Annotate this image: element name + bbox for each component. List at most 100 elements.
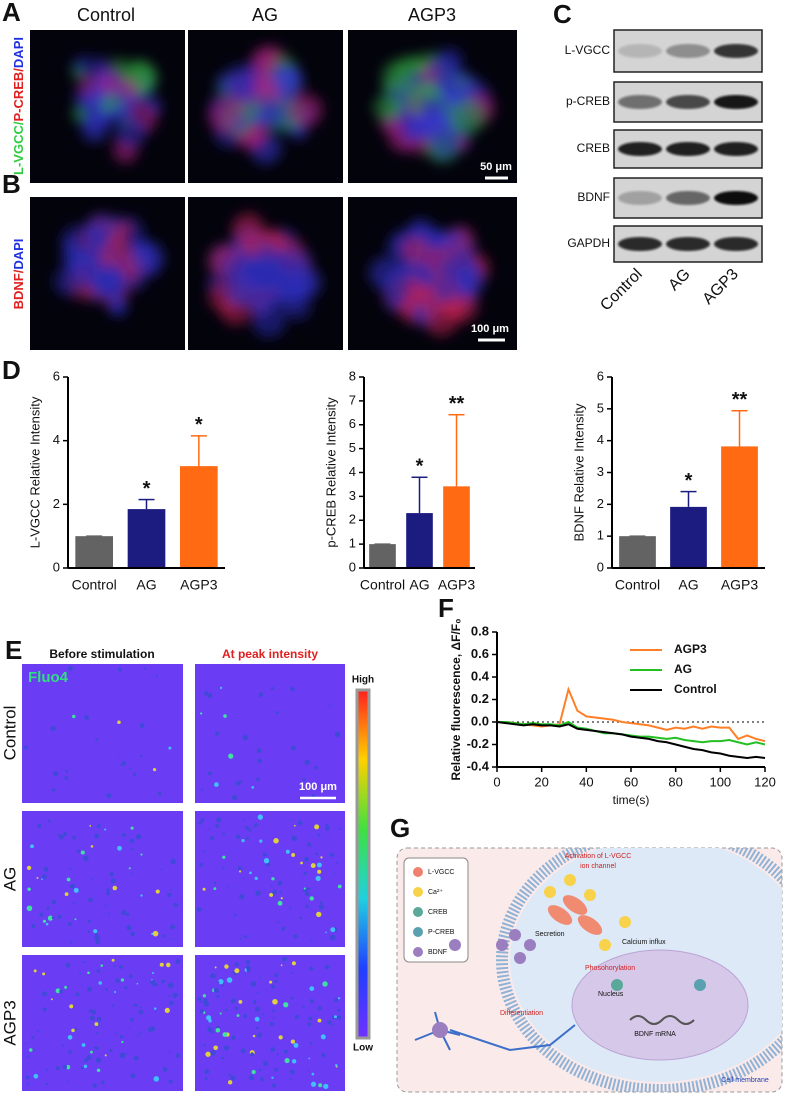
cell [270,884,273,887]
cell [73,887,79,893]
cell [121,910,127,916]
cell [331,1024,334,1027]
column-label: AG [252,5,278,25]
cell [307,842,312,847]
cell [234,1006,239,1011]
cell [151,971,155,975]
x-tick-label: 100 [709,774,731,789]
cell [87,930,91,934]
cell [230,1075,236,1081]
cell [251,786,255,789]
y-tick-label: 4 [597,432,604,447]
signal [450,230,465,245]
cell [308,1070,311,1072]
cell [43,866,49,872]
cell [272,1017,275,1019]
cell [242,877,245,879]
cell [67,922,72,927]
cell [214,782,219,787]
signal [84,213,118,246]
cell [303,871,307,876]
cell [159,962,164,967]
cell [249,871,252,875]
cell [318,1083,323,1088]
calcium [619,916,631,928]
cell [316,862,322,868]
y-tick-label: 0 [53,559,60,574]
cell [210,1050,216,1056]
cell [152,767,157,772]
cell [121,832,126,837]
cell [128,867,131,870]
legend-label: L-VGCC [428,869,454,876]
cell [255,1026,259,1030]
cell [283,1049,288,1054]
cell [308,1057,310,1060]
cell [257,1032,263,1038]
cell [51,916,55,919]
significance: ** [449,393,465,415]
cell [228,1073,232,1077]
bar [443,486,470,568]
cell [120,978,125,982]
cell [139,723,145,728]
cell [252,1034,256,1038]
diagram-label: Phosohorylation [585,965,635,972]
significance: * [416,456,424,478]
cell [59,989,64,994]
cell [57,833,60,836]
cell [168,1050,171,1053]
scale-bar-label: 50 μm [480,161,512,173]
legend-label: AGP3 [674,642,707,656]
legend-label: CREB [428,909,448,916]
cell [254,1016,260,1022]
colorbar [355,688,371,1040]
cell [204,1076,208,1080]
cell-cluster [208,45,323,165]
cell [317,1006,322,1011]
cell [29,1048,33,1052]
bdnf [514,952,526,964]
calcium-image [22,664,183,803]
cell [221,1056,224,1060]
cell [129,1017,134,1022]
cell [154,1010,157,1013]
cell [324,964,330,970]
cell [233,913,237,917]
cell [317,1018,322,1023]
cell [314,765,319,770]
y-axis-label: Relative fluorescence, ΔF/F₀ [449,618,463,780]
x-axis-label: time(s) [613,793,650,807]
signal [421,95,444,118]
dye-label: Fluo4 [28,669,69,686]
cell [36,876,39,879]
y-tick-label: 0.4 [471,668,490,683]
cell [208,827,211,830]
cell [253,1001,257,1005]
band [714,191,758,205]
cell [87,971,90,975]
cell [321,1053,326,1058]
signal [380,269,413,301]
cell [162,934,166,938]
cell [260,1077,265,1082]
band [714,95,758,109]
cell [240,1048,246,1054]
cell [75,992,80,997]
cell [170,924,176,930]
cell [167,982,174,989]
cell [47,915,54,921]
cell [126,1052,128,1055]
cell [94,1022,99,1027]
cell [96,969,101,973]
dna [629,1015,695,1025]
cell [90,845,94,848]
cell [51,899,57,905]
cell [55,988,61,994]
band [618,237,662,251]
cell [227,886,229,888]
cell [71,1028,75,1033]
y-axis-label: p-CREB Relative Intensity [323,397,338,548]
cell [294,1014,299,1019]
cell [129,767,132,770]
